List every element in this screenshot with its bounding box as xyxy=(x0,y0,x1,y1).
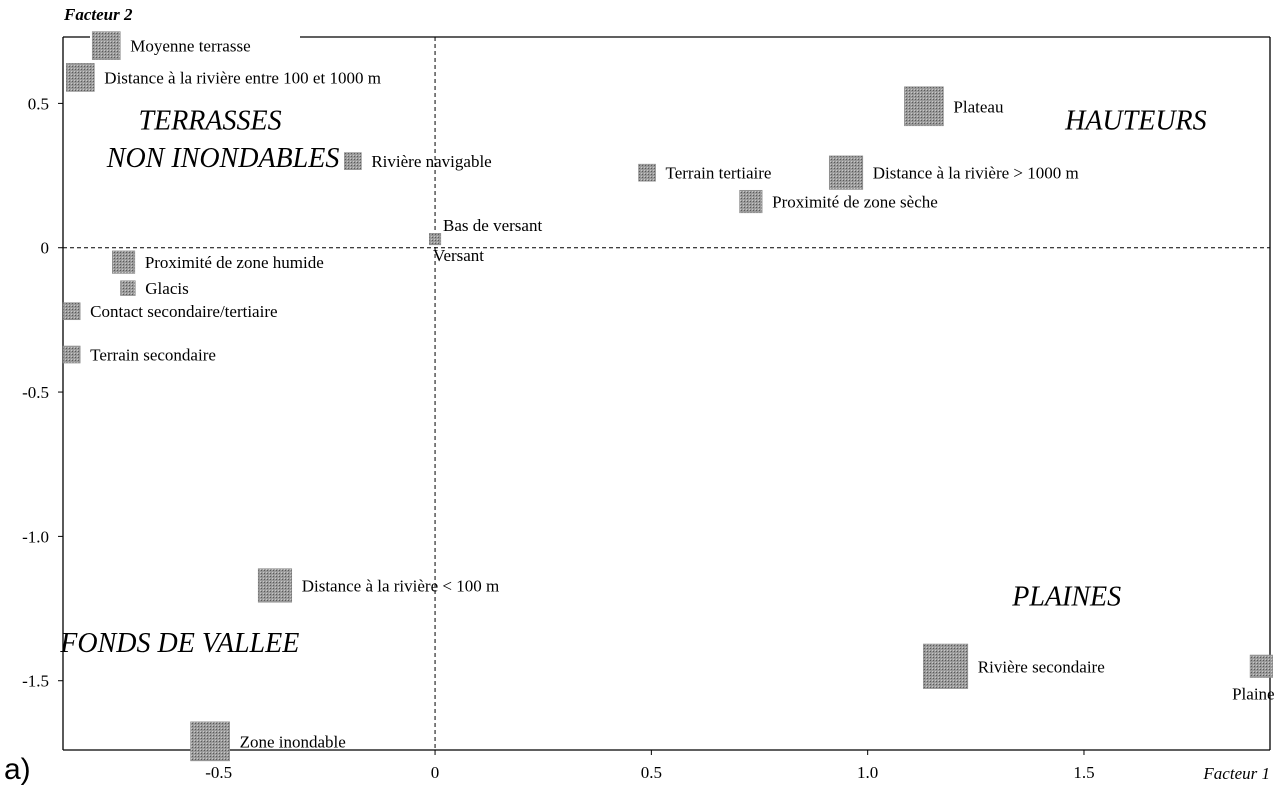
y-tick-label: -1.5 xyxy=(22,672,49,691)
data-point-label: Distance à la rivière < 100 m xyxy=(302,576,499,595)
region-annotations: TERRASSES NON INONDABLES HAUTEURS PLAINES FO… xyxy=(59,105,1206,658)
y-axis-title: Facteur 2 xyxy=(63,5,133,24)
y-tick-label: -1.0 xyxy=(22,527,49,546)
reference-lines xyxy=(63,37,1270,750)
data-point-marker xyxy=(638,163,656,182)
data-point-marker xyxy=(91,31,121,60)
data-point-label: Contact secondaire/tertiaire xyxy=(90,302,277,321)
y-tick-label: -0.5 xyxy=(22,383,49,402)
data-point-label: Terrain tertiaire xyxy=(666,164,772,183)
region-label: FONDS DE VALLEE xyxy=(59,628,299,659)
data-point-label: Versant xyxy=(433,246,484,265)
data-point-label: Moyenne terrasse xyxy=(130,37,250,56)
data-point-label: Proximité de zone humide xyxy=(145,253,324,272)
data-point-label: Bas de versant xyxy=(443,216,542,235)
region-label: HAUTEURS xyxy=(1064,105,1207,136)
x-tick-label: 0 xyxy=(431,763,440,782)
data-point-marker xyxy=(1249,654,1273,678)
data-point-label: Distance à la rivière entre 100 et 1000 … xyxy=(104,68,381,87)
data-point-marker xyxy=(257,568,293,603)
y-tick-label: 0 xyxy=(41,239,50,258)
data-markers xyxy=(62,31,1273,762)
data-point-marker xyxy=(344,152,362,170)
panel-label: a) xyxy=(4,753,31,786)
data-point-marker xyxy=(904,86,944,127)
data-point-label: Plateau xyxy=(953,97,1004,116)
x-axis-title: Facteur 1 xyxy=(1202,764,1270,783)
plot-frame xyxy=(62,36,1271,751)
point-labels: Moyenne terrasse Distance à la rivière en… xyxy=(90,37,1274,752)
data-point-label: Terrain secondaire xyxy=(90,346,216,365)
data-point-marker xyxy=(828,155,864,190)
x-tick-label: 1.5 xyxy=(1073,763,1094,782)
data-point-marker xyxy=(62,302,81,321)
data-point-label: Proximité de zone sèche xyxy=(772,193,938,212)
data-point-marker xyxy=(739,189,763,214)
x-tick-label: 0.5 xyxy=(641,763,662,782)
y-tick-label: 0.5 xyxy=(28,94,49,113)
x-tick-label: 1.0 xyxy=(857,763,878,782)
data-point-label: Distance à la rivière > 1000 m xyxy=(873,164,1079,183)
data-point-marker xyxy=(190,721,230,762)
data-point-marker xyxy=(112,250,136,274)
data-point-label: Plaine xyxy=(1232,685,1275,704)
x-tick-label: -0.5 xyxy=(205,763,232,782)
axis-ticks: -0.5 0 0.5 1.0 1.5 0.5 0 -0.5 -1.0 -1.5 xyxy=(22,94,1095,782)
data-point-marker xyxy=(922,643,969,689)
region-label: NON INONDABLES xyxy=(106,143,340,174)
data-point-label: Rivière navigable xyxy=(371,152,491,171)
data-point-label: Rivière secondaire xyxy=(978,657,1105,676)
region-label: PLAINES xyxy=(1011,582,1121,613)
data-point-marker xyxy=(66,63,95,92)
data-point-label: Glacis xyxy=(145,279,188,298)
region-label: TERRASSES xyxy=(139,105,282,136)
data-point-label: Zone inondable xyxy=(240,732,346,751)
data-point-marker xyxy=(62,345,81,364)
data-point-marker xyxy=(120,280,136,296)
data-point-marker xyxy=(429,233,442,246)
